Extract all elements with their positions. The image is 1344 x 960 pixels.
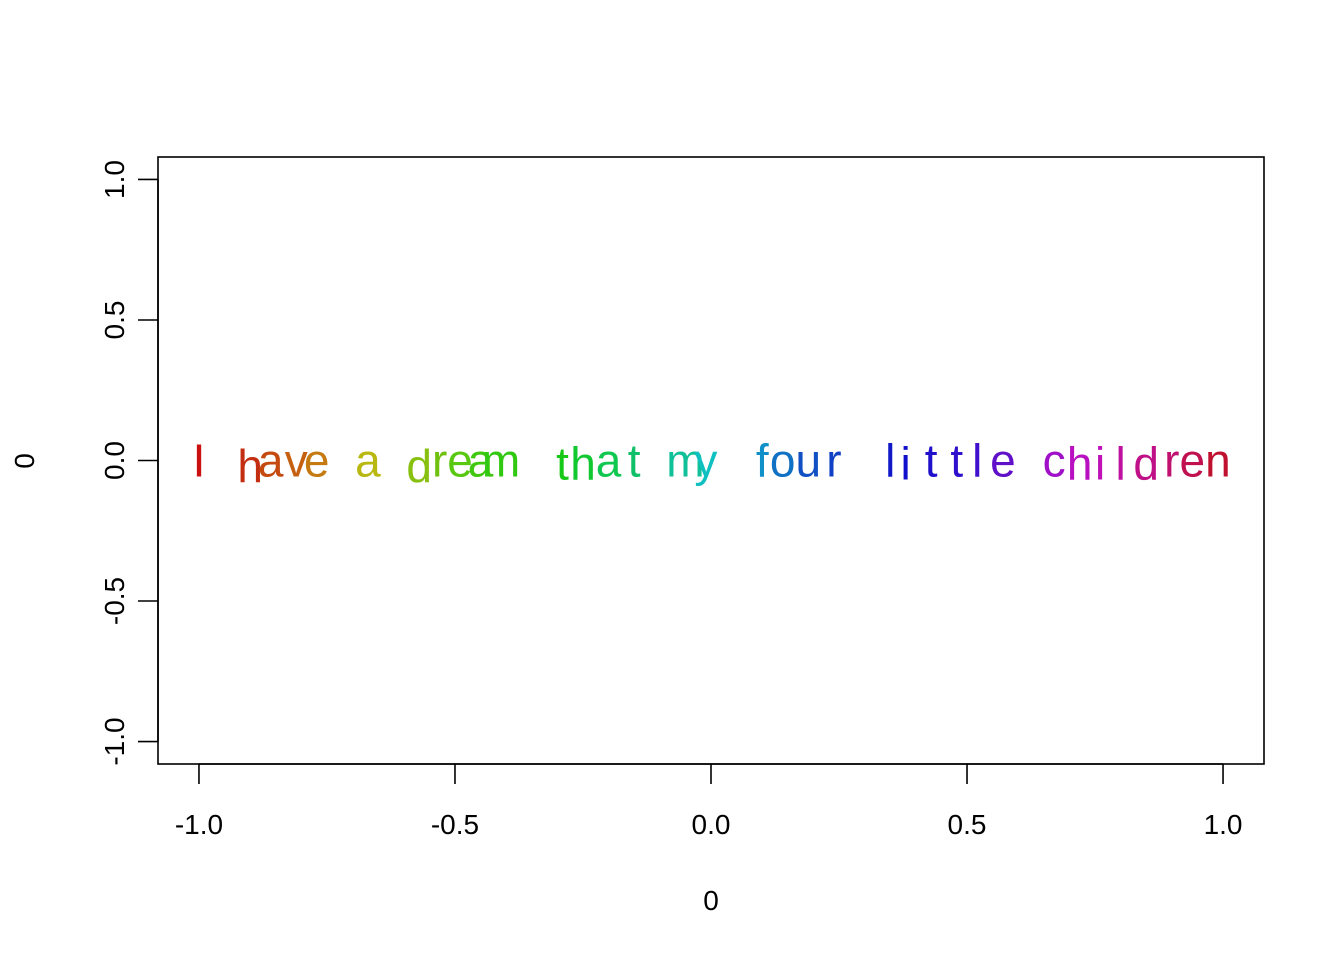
text-glyph: u	[795, 435, 821, 487]
text-glyph: o	[770, 435, 796, 487]
text-glyph: c	[1043, 435, 1066, 487]
text-glyph: d	[406, 440, 432, 492]
text-glyph: a	[468, 435, 494, 487]
text-glyph: h	[570, 437, 596, 489]
y-tick-label: 0.5	[99, 301, 130, 340]
text-glyph: e	[304, 435, 330, 487]
text-glyph: l	[1116, 437, 1126, 489]
x-tick-label: 0.5	[948, 809, 987, 840]
text-glyph: a	[258, 435, 284, 487]
text-glyph: t	[925, 435, 938, 487]
text-glyph: f	[756, 435, 769, 487]
text-glyph: a	[596, 435, 622, 487]
text-glyph: a	[355, 435, 381, 487]
text-glyph: n	[1205, 435, 1231, 487]
x-tick-label: -1.0	[175, 809, 223, 840]
y-tick-label: -0.5	[99, 577, 130, 625]
y-tick-label: 1.0	[99, 160, 130, 199]
text-glyph: h	[1067, 437, 1093, 489]
text-glyph: v	[285, 435, 308, 487]
text-glyph: y	[694, 435, 717, 487]
text-glyph: r	[1164, 435, 1179, 487]
text-glyph: h	[237, 440, 263, 492]
text-glyph: e	[447, 435, 473, 487]
x-axis: -1.0 -0.5 0.0 0.5 1.0	[175, 763, 1243, 840]
x-tick-label: 0.0	[692, 809, 731, 840]
y-axis: -1.0 -0.5 0.0 0.5 1.0	[99, 160, 159, 766]
text-glyph: e	[1180, 435, 1206, 487]
text-glyph: t	[628, 435, 641, 487]
y-tick-label: 0.0	[99, 441, 130, 480]
x-tick-label: -0.5	[431, 809, 479, 840]
text-glyph: i	[1095, 437, 1105, 489]
text-glyph: r	[826, 435, 841, 487]
text-glyph: m	[666, 435, 704, 487]
y-axis-title: 0	[9, 453, 40, 469]
text-glyph: t	[950, 435, 963, 487]
text-glyph: r	[432, 435, 447, 487]
x-tick-label: 1.0	[1204, 809, 1243, 840]
text-glyph: l	[885, 435, 895, 487]
text-glyph: m	[482, 435, 520, 487]
text-glyph: l	[972, 435, 982, 487]
text-glyph: I	[193, 435, 206, 487]
text-glyph: e	[990, 435, 1016, 487]
text-glyph: d	[1133, 437, 1159, 489]
text-glyph: t	[556, 437, 569, 489]
x-axis-title: 0	[703, 885, 719, 916]
text-glyph: i	[900, 437, 910, 489]
y-tick-label: -1.0	[99, 717, 130, 765]
